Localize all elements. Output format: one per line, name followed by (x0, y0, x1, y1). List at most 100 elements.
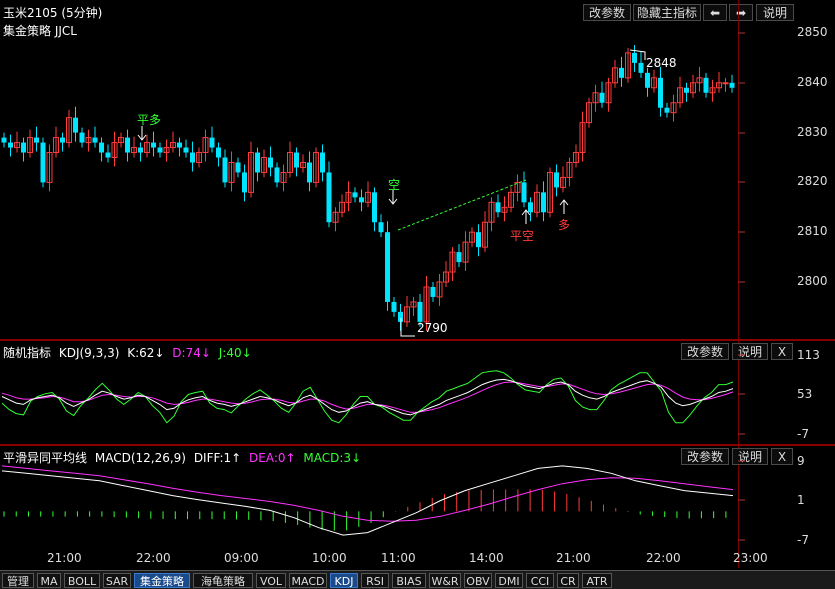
kdj-params: KDJ(9,3,3) (58, 346, 120, 360)
candle-body (8, 142, 13, 148)
candle-body (111, 142, 118, 158)
candle-body (66, 117, 72, 144)
candle-body (170, 142, 176, 149)
candle-body (138, 147, 143, 153)
candle-body (476, 232, 481, 248)
low-marker (400, 318, 415, 337)
candle-body (528, 202, 533, 213)
candle-body (92, 137, 98, 143)
tab-obv[interactable]: OBV (464, 573, 492, 588)
panel-divider-kdj (0, 339, 835, 341)
macd-close-button[interactable]: X (771, 448, 793, 465)
candle-body (566, 161, 573, 178)
kdj-title: 随机指标 KDJ(9,3,3) K:62↓ D:74↓ J:40↓ (3, 344, 252, 361)
tab-jjcl[interactable]: 集金策略 (134, 573, 190, 588)
change-params-button[interactable]: 改参数 (583, 4, 631, 21)
candle-body (274, 167, 280, 183)
candle-body (345, 191, 352, 203)
candle-body (690, 82, 696, 94)
candle-body (495, 202, 501, 213)
candle-body (696, 77, 703, 84)
macd-y-tick-label: -7 (797, 533, 809, 547)
tab-atr[interactable]: ATR (582, 573, 612, 588)
macd-macd-value: MACD:3↓ (303, 451, 362, 465)
candle-body (255, 152, 260, 173)
tab-macd[interactable]: MACD (289, 573, 327, 588)
tab-boll[interactable]: BOLL (64, 573, 100, 588)
candle-body (313, 152, 319, 183)
trend-line (397, 179, 527, 231)
candle-body (307, 162, 312, 183)
candle-body (664, 107, 670, 113)
candle-body (398, 311, 403, 322)
kdj-title-label: 随机指标 (3, 346, 52, 360)
y-tick-label: 2830 (797, 125, 828, 139)
kdj-k-line (1, 378, 734, 416)
tab-manage[interactable]: 管理 (2, 573, 34, 588)
tab-cr[interactable]: CR (557, 573, 579, 588)
candle-body (619, 67, 624, 78)
kdj-j-line (1, 370, 734, 424)
candle-body (482, 221, 488, 248)
candle-body (632, 52, 637, 63)
candle-body (560, 176, 566, 188)
candle-body (53, 137, 59, 154)
y-tick-label: 2800 (797, 274, 828, 288)
candle-body (99, 142, 104, 153)
tab-turtle[interactable]: 海龟策略 (193, 573, 253, 588)
candle-body (541, 192, 546, 213)
tab-bias[interactable]: BIAS (392, 573, 426, 588)
arrow-left-icon[interactable]: ⬅ (703, 4, 727, 21)
candle-body (410, 301, 417, 308)
candle-body (326, 172, 332, 223)
candle-body (280, 171, 287, 183)
macd-change-params-button[interactable]: 改参数 (681, 448, 729, 465)
tab-kdj[interactable]: KDJ (330, 573, 358, 588)
kdj-change-params-button[interactable]: 改参数 (681, 343, 729, 360)
candle-body (131, 147, 137, 154)
candle-body (716, 82, 722, 89)
tab-wr[interactable]: W&R (429, 573, 461, 588)
tab-sar[interactable]: SAR (103, 573, 131, 588)
kdj-close-button[interactable]: X (771, 343, 793, 360)
candle-body (385, 232, 390, 302)
hide-main-indicator-button[interactable]: 隐藏主指标 (633, 4, 701, 21)
candle-body (261, 157, 267, 173)
candle-body (722, 82, 729, 85)
candle-body (658, 77, 663, 108)
candle-body (729, 82, 735, 88)
tab-rsi[interactable]: RSI (361, 573, 389, 588)
candle-body (242, 172, 247, 193)
y-tick-label: 2840 (797, 75, 828, 89)
candle-body (417, 301, 423, 322)
candle-body (573, 152, 579, 163)
macd-params: MACD(12,26,9) (94, 451, 186, 465)
candle-body (73, 117, 78, 133)
candle-body (125, 137, 130, 153)
candle-body (85, 137, 92, 144)
candle-body (177, 142, 182, 148)
candle-body (157, 147, 163, 153)
price-axis-divider (738, 0, 739, 568)
candle-body (14, 142, 20, 149)
candle-body (592, 92, 599, 104)
candle-body (462, 241, 469, 263)
candle-body (534, 191, 540, 213)
candle-body (378, 222, 384, 233)
candle-body (521, 182, 527, 203)
signal-duo-label: 多 (558, 218, 571, 232)
candle-body (118, 137, 124, 144)
candle-body (332, 211, 339, 223)
help-button[interactable]: 说明 (756, 4, 794, 21)
candle-body (339, 201, 345, 213)
kdj-y-tick-label: 53 (797, 387, 813, 401)
tab-vol[interactable]: VOL (256, 573, 286, 588)
candle-body (372, 192, 377, 223)
arrow-right-icon[interactable]: ➡ (729, 4, 753, 21)
tab-cci[interactable]: CCI (526, 573, 554, 588)
tab-dmi[interactable]: DMI (495, 573, 523, 588)
candle-body (423, 286, 430, 323)
macd-y-tick-label: 1 (797, 493, 805, 507)
tab-ma[interactable]: MA (37, 573, 61, 588)
chart-canvas (1, 32, 745, 541)
